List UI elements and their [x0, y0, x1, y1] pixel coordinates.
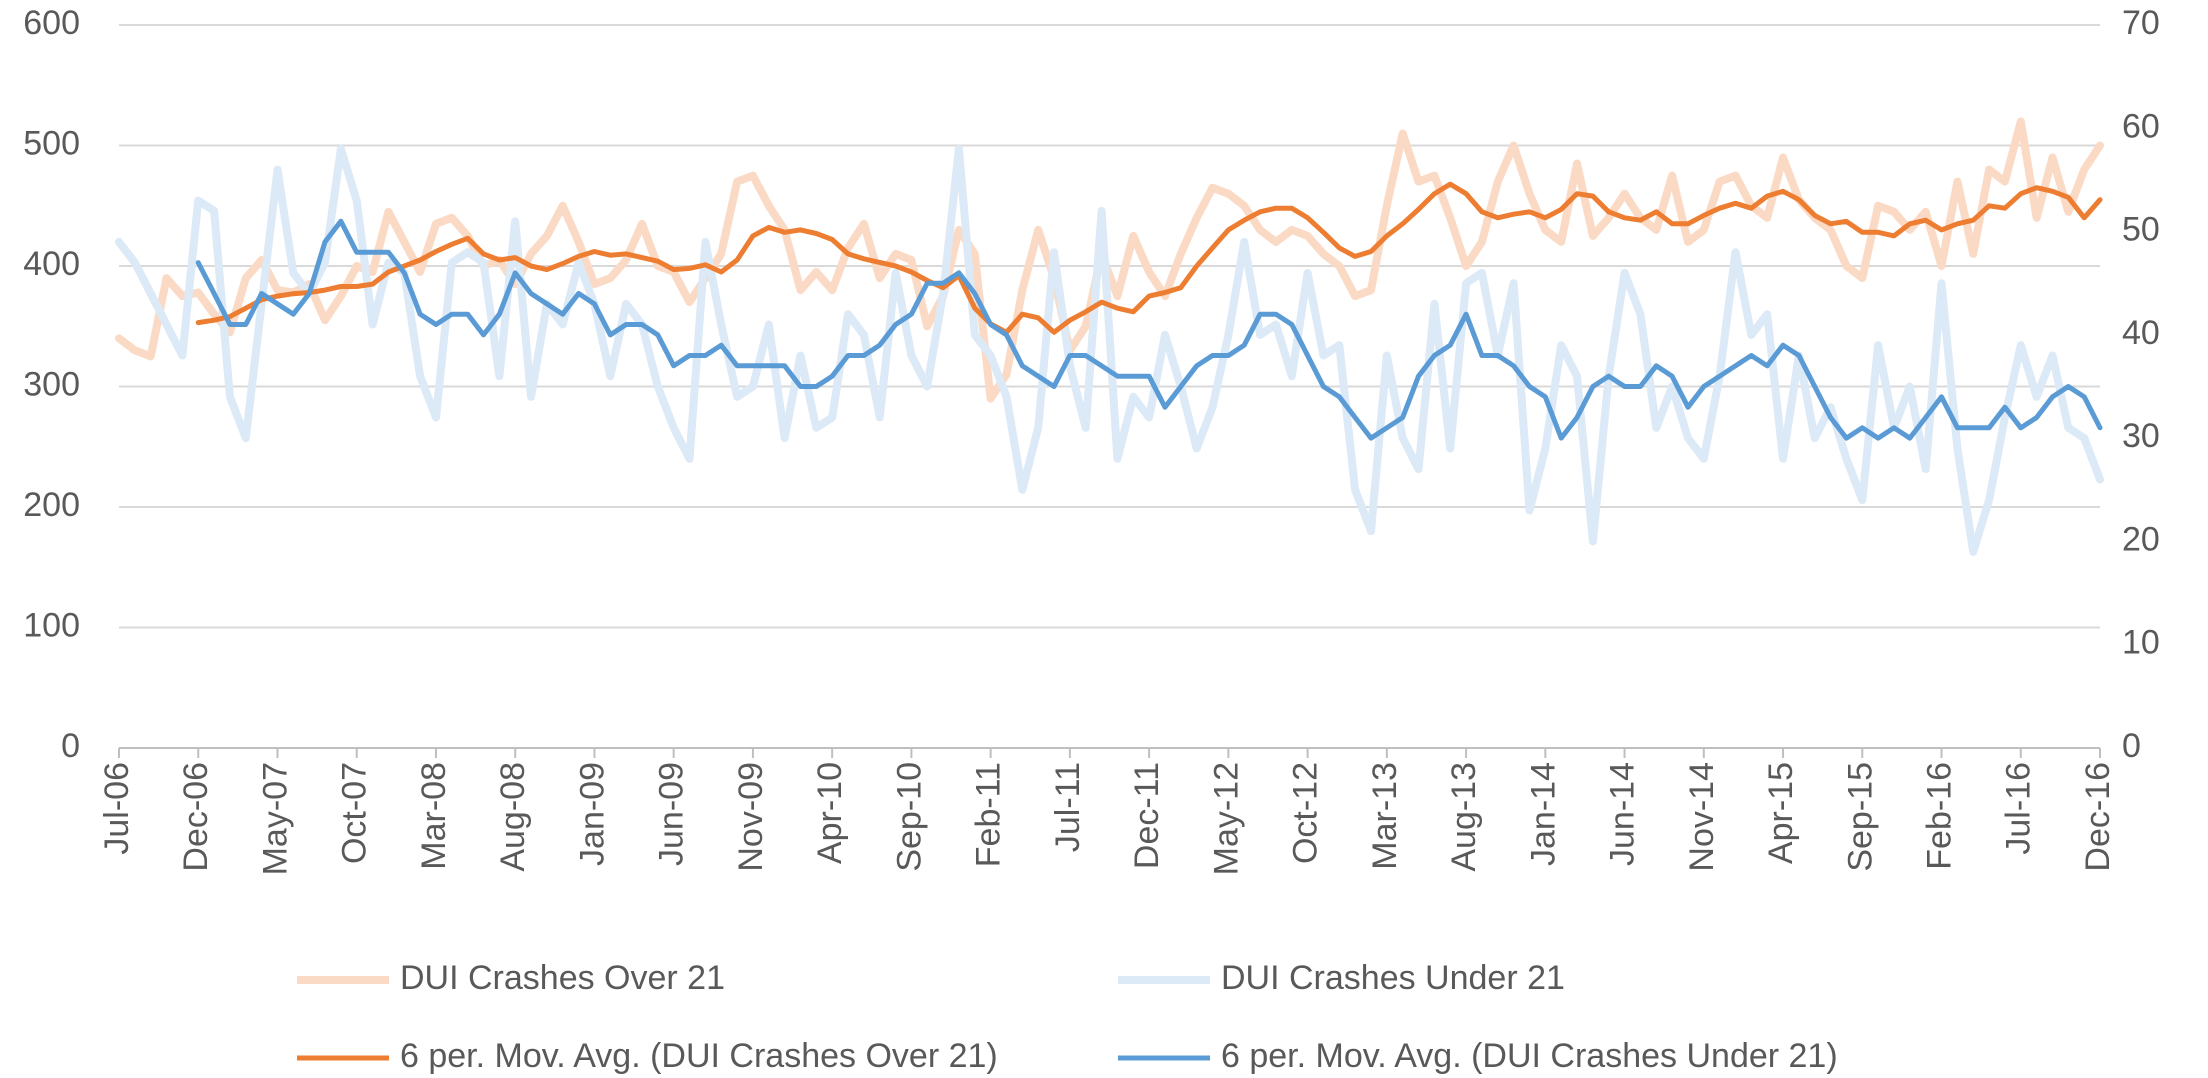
x-tick-label: Oct-07 [336, 762, 374, 864]
y-tick-label: 400 [23, 245, 80, 283]
series-line [195, 218, 2103, 441]
y-tick-label: 100 [23, 606, 80, 644]
x-tick-label: Jan-14 [1524, 762, 1562, 866]
y2-tick-label: 30 [2122, 417, 2160, 455]
series-line [195, 181, 2103, 335]
x-tick-label: Jul-16 [2000, 762, 2038, 855]
series-line [115, 144, 2104, 556]
y2-tick-label: 10 [2122, 624, 2160, 662]
y2-tick-label: 20 [2122, 520, 2160, 558]
legend-label: DUI Crashes Under 21 [1221, 959, 1565, 997]
x-tick-label: Dec-16 [2079, 762, 2117, 872]
y-tick-label: 300 [23, 365, 80, 403]
x-tick-label: Mar-13 [1366, 762, 1404, 870]
x-tick-label: Nov-14 [1683, 762, 1721, 872]
x-tick-label: Oct-12 [1287, 762, 1325, 864]
y-tick-label: 600 [23, 4, 80, 42]
legend-label: 6 per. Mov. Avg. (DUI Crashes Over 21) [400, 1037, 998, 1075]
y2-tick-label: 0 [2122, 727, 2141, 765]
x-tick-label: Apr-10 [811, 762, 849, 864]
x-tick-label: Feb-16 [1921, 762, 1959, 870]
x-tick-label: Aug-08 [494, 762, 532, 872]
y2-tick-label: 60 [2122, 107, 2160, 145]
x-tick-label: Jul-11 [1049, 762, 1087, 852]
x-tick-label: Jun-09 [653, 762, 691, 866]
x-tick-label: Sep-10 [890, 762, 928, 872]
x-tick-label: Mar-08 [415, 762, 453, 870]
x-tick-label: Sep-15 [1841, 762, 1879, 872]
y-tick-label: 0 [61, 727, 80, 765]
x-tick-label: Aug-13 [1445, 762, 1483, 872]
x-tick-label: May-12 [1207, 762, 1245, 875]
y2-tick-label: 40 [2122, 314, 2160, 352]
y-tick-label: 500 [23, 124, 80, 162]
x-tick-label: Jun-14 [1604, 762, 1642, 866]
legend-label: DUI Crashes Over 21 [400, 959, 725, 997]
x-tick-label: Nov-09 [732, 762, 770, 872]
x-tick-label: May-07 [256, 762, 294, 875]
x-tick-label: Dec-06 [177, 762, 215, 872]
x-tick-label: Jan-09 [573, 762, 611, 866]
y2-tick-label: 50 [2122, 211, 2160, 249]
y-tick-label: 200 [23, 486, 80, 524]
y2-tick-label: 70 [2122, 4, 2160, 42]
x-tick-label: Apr-15 [1762, 762, 1800, 864]
x-tick-label: Dec-11 [1128, 762, 1166, 869]
x-tick-label: Jul-06 [98, 762, 136, 855]
x-tick-label: Feb-11 [970, 762, 1008, 867]
legend-label: 6 per. Mov. Avg. (DUI Crashes Under 21) [1221, 1037, 1838, 1075]
